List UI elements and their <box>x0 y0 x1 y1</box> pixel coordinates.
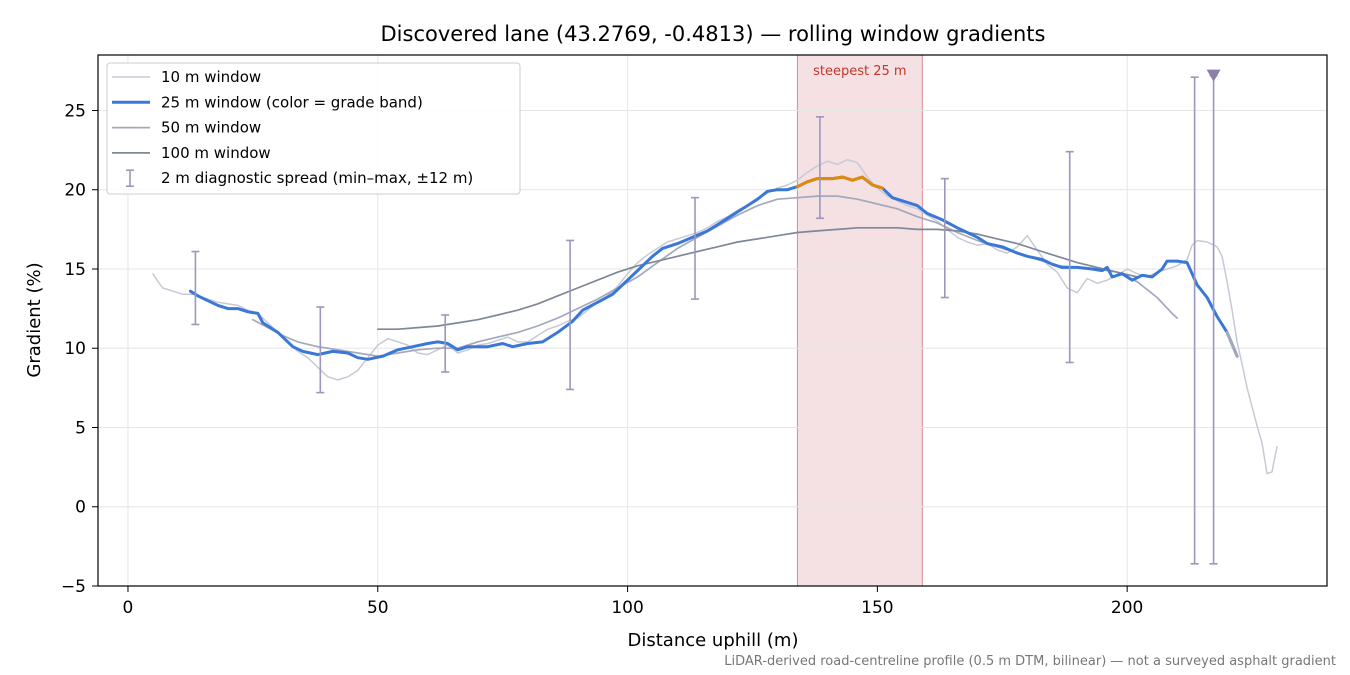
y-tick-label: 20 <box>64 181 86 201</box>
max-marker-triangle <box>1206 69 1221 82</box>
legend-label: 50 m window <box>161 119 261 137</box>
chart-title: Discovered lane (43.2769, -0.4813) — rol… <box>381 22 1046 46</box>
footnote: LiDAR-derived road-centreline profile (0… <box>724 654 1336 669</box>
y-tick-label: −5 <box>61 577 86 597</box>
y-axis-label: Gradient (%) <box>24 262 45 377</box>
legend-label: 10 m window <box>161 68 261 86</box>
tail-segment-line <box>1225 330 1239 358</box>
x-tick-label: 200 <box>1111 598 1143 618</box>
series-line-3 <box>376 226 1139 331</box>
plot-area <box>97 54 1328 587</box>
x-axis-label: Distance uphill (m) <box>628 630 799 651</box>
x-tick-label: 50 <box>367 598 389 618</box>
x-tick-label: 0 <box>123 598 134 618</box>
legend-label: 100 m window <box>161 144 271 162</box>
y-tick-label: 25 <box>64 101 86 121</box>
y-tick-label: 10 <box>64 339 86 359</box>
x-axis: 0 50 100 150 200 <box>123 586 1143 618</box>
error-bars <box>191 69 1221 565</box>
highlight-band <box>796 54 923 587</box>
legend: 10 m window 25 m window (color = grade ba… <box>106 62 521 195</box>
legend-label: 2 m diagnostic spread (min–max, ±12 m) <box>161 169 473 187</box>
y-tick-label: 0 <box>75 498 86 518</box>
x-tick-label: 100 <box>611 598 643 618</box>
y-axis: −5 0 5 10 15 20 25 <box>61 101 98 597</box>
plot-frame <box>97 54 1328 587</box>
y-tick-label: 15 <box>64 260 86 280</box>
series-lines <box>152 158 1278 475</box>
steep-segment-line <box>795 175 884 190</box>
steepest-band <box>796 54 923 587</box>
x-tick-label: 150 <box>861 598 893 618</box>
series-line-1 <box>188 175 1239 361</box>
y-tick-label: 5 <box>75 418 86 438</box>
legend-box <box>106 62 521 195</box>
highlight-band-label: steepest 25 m <box>813 64 906 79</box>
legend-label: 25 m window (color = grade band) <box>161 93 423 111</box>
